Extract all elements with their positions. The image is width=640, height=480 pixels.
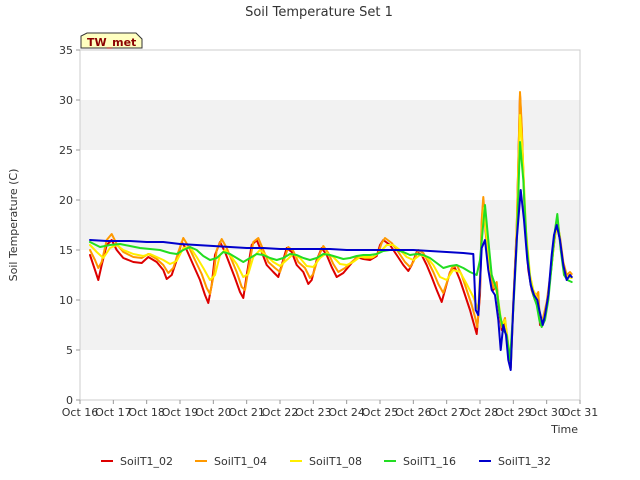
x-tick-label: Oct 27 [428, 406, 465, 419]
series-line-soilt1_32 [89, 189, 573, 371]
y-tick-label: 25 [59, 144, 73, 157]
grid-band [80, 350, 580, 400]
x-tick-label: Oct 21 [228, 406, 265, 419]
legend-label: SoilT1_16 [403, 455, 456, 468]
legend-item-soilt1_32: SoilT1_32 [479, 455, 551, 468]
x-tick-label: Oct 17 [95, 406, 132, 419]
x-tick-label: Oct 30 [528, 406, 565, 419]
x-tick-label: Oct 20 [195, 406, 232, 419]
x-tick-label: Oct 24 [328, 406, 365, 419]
y-tick-label: 20 [59, 194, 73, 207]
legend-item-soilt1_04: SoilT1_04 [195, 455, 267, 468]
plot-area [79, 49, 581, 401]
legend-item-soilt1_16: SoilT1_16 [384, 455, 456, 468]
y-tick-label: 30 [59, 94, 73, 107]
x-tick-label: Oct 26 [395, 406, 432, 419]
station-badge-label: TW_met [87, 36, 136, 49]
grid-band [80, 100, 580, 150]
legend-label: SoilT1_04 [214, 455, 267, 468]
grid-band [80, 150, 580, 200]
legend-label: SoilT1_02 [120, 455, 173, 468]
background-bands [80, 50, 580, 400]
legend-label: SoilT1_08 [309, 455, 362, 468]
station-badge: TW_met [80, 32, 143, 49]
y-tick-label: 35 [59, 44, 73, 57]
legend: SoilT1_02 SoilT1_04 SoilT1_08 SoilT1_16 Soil… [101, 455, 551, 468]
y-axis-label: Soil Temperature (C) [7, 169, 20, 282]
y-axis-ticks: 0 5 10 15 20 25 30 35 [59, 44, 80, 407]
y-tick-label: 10 [59, 294, 73, 307]
x-tick-label: Oct 31 [562, 406, 599, 419]
x-axis-label: Time [550, 423, 578, 436]
legend-label: SoilT1_32 [498, 455, 551, 468]
y-tick-label: 5 [66, 344, 73, 357]
x-tick-label: Oct 18 [128, 406, 165, 419]
series-lines [89, 91, 573, 371]
x-tick-label: Oct 23 [295, 406, 332, 419]
x-tick-label: Oct 22 [262, 406, 299, 419]
legend-item-soilt1_08: SoilT1_08 [290, 455, 362, 468]
x-tick-label: Oct 25 [362, 406, 399, 419]
grid-band [80, 50, 580, 100]
x-tick-label: Oct 19 [162, 406, 199, 419]
x-tick-label: Oct 16 [62, 406, 99, 419]
x-tick-label: Oct 29 [495, 406, 532, 419]
y-tick-label: 0 [66, 394, 73, 407]
y-tick-label: 15 [59, 244, 73, 257]
x-tick-label: Oct 28 [462, 406, 499, 419]
legend-item-soilt1_02: SoilT1_02 [101, 455, 173, 468]
chart-title: Soil Temperature Set 1 [245, 5, 393, 20]
